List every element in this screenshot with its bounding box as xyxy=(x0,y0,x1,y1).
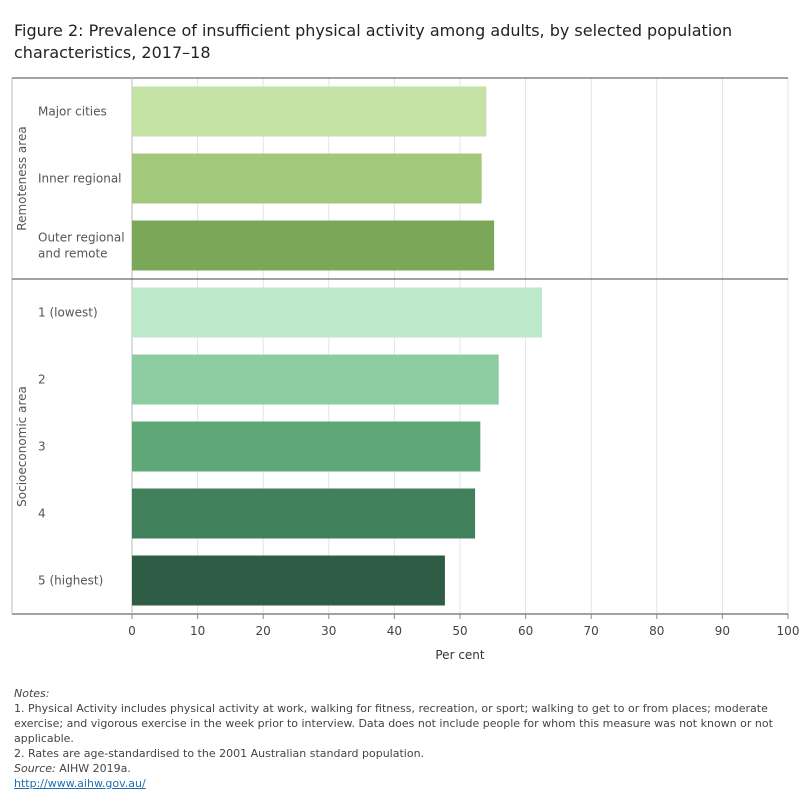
bars xyxy=(132,86,542,606)
bar xyxy=(132,86,487,137)
notes-heading: Notes: xyxy=(14,687,50,700)
bar xyxy=(132,287,542,338)
bar xyxy=(132,488,476,539)
category-label: 2 xyxy=(38,373,46,387)
bar xyxy=(132,555,445,606)
tick-label: 100 xyxy=(777,624,800,638)
bar-chart: Major cities Inner regional Outer regional… xyxy=(11,77,799,662)
x-axis-ticks: 0 10 20 30 40 50 60 70 80 90 100 xyxy=(128,614,799,638)
note-1: 1. Physical Activity includes physical a… xyxy=(14,702,773,745)
category-label: Inner regional xyxy=(38,172,122,186)
category-label: and remote xyxy=(38,247,108,261)
tick-label: 60 xyxy=(518,624,533,638)
note-2: 2. Rates are age-standardised to the 200… xyxy=(14,747,425,760)
category-label: 4 xyxy=(38,507,46,521)
category-label: Major cities xyxy=(38,105,107,119)
tick-label: 90 xyxy=(715,624,730,638)
tick-label: 0 xyxy=(128,624,136,638)
tick-label: 50 xyxy=(452,624,467,638)
source-line: Source: AIHW 2019a. xyxy=(14,761,790,776)
chart-title: Figure 2: Prevalence of insufficient phy… xyxy=(14,21,733,62)
group-labels: Remoteness area Socioeconomic area xyxy=(15,126,29,507)
tick-label: 10 xyxy=(190,624,205,638)
tick-label: 80 xyxy=(649,624,664,638)
group-label: Socioeconomic area xyxy=(15,386,29,507)
category-label: 5 (highest) xyxy=(38,574,103,588)
source-link[interactable]: http://www.aihw.gov.au/ xyxy=(14,777,146,790)
bar xyxy=(132,153,482,204)
source-label: Source: xyxy=(14,762,56,775)
category-label: 3 xyxy=(38,440,46,454)
notes: Notes: 1. Physical Activity includes phy… xyxy=(14,686,790,791)
category-label: Outer regional xyxy=(38,231,125,245)
tick-label: 70 xyxy=(584,624,599,638)
tick-label: 20 xyxy=(256,624,271,638)
x-axis-label: Per cent xyxy=(435,648,485,662)
source-text: AIHW 2019a. xyxy=(55,762,131,775)
tick-label: 30 xyxy=(321,624,336,638)
category-label: 1 (lowest) xyxy=(38,306,98,320)
bar xyxy=(132,354,499,405)
category-labels: Major cities Inner regional Outer regional… xyxy=(38,105,125,588)
tick-label: 40 xyxy=(387,624,402,638)
bar xyxy=(132,421,481,472)
group-label: Remoteness area xyxy=(15,126,29,230)
bar xyxy=(132,220,495,271)
